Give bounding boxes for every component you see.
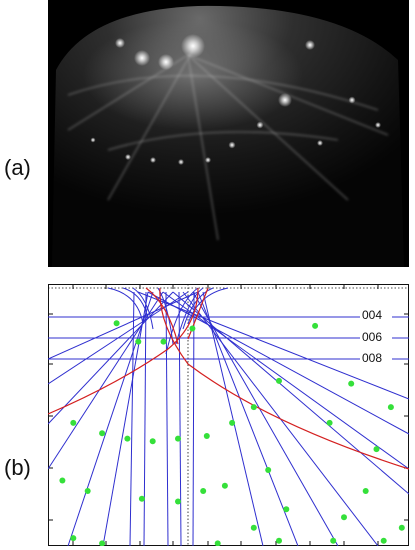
spot [221,482,228,489]
top-arc [182,287,214,330]
spot [99,540,106,546]
spot [135,338,142,345]
spot [99,430,106,437]
spot [59,477,66,484]
kikuchi-lines [48,287,409,546]
top-arc [122,287,149,320]
spot [84,488,91,494]
spot [265,467,272,473]
reflection-label-006: 006 [362,330,382,344]
diagonal-line-left [67,291,154,546]
spot [189,325,196,332]
spot [330,537,337,544]
axis-ticks [48,284,409,546]
spot [283,506,290,513]
diagonal-line-right [137,291,409,400]
red-curve [145,287,179,345]
diagonal-line-left [48,291,189,385]
diagonal-line-left [48,291,199,360]
spot [124,435,131,442]
spot [373,446,380,453]
top-arc [107,287,144,325]
spot [348,380,355,387]
spot [362,488,369,494]
panel-label-b: (b) [4,455,31,480]
spot [312,322,319,329]
vertical-line [165,291,169,546]
spot [387,404,394,411]
spot [149,438,156,445]
spot [160,338,167,345]
reflection-label-008: 008 [362,351,382,365]
diagonal-line-right [197,291,299,546]
spot [70,419,77,426]
red-curve [48,287,199,415]
diagonal-line-left [102,291,149,546]
spot [203,433,210,439]
spot [250,524,257,531]
vertical-line [178,291,182,546]
diffraction-photo [48,0,409,267]
spot [200,488,207,494]
diagonal-line-left [48,291,164,470]
panel-label-a: (a) [4,155,31,180]
top-arc [132,287,154,330]
plot-frame [48,284,409,546]
red-curve [187,287,209,340]
spot [326,419,333,426]
spot [398,524,405,531]
vertical-line [192,291,195,546]
top-arc [175,287,204,345]
diagonal-line-right [202,291,264,546]
spot [70,535,77,542]
spot [250,404,257,411]
simulated-pattern-plot: 004 006 008 [48,284,409,546]
spot-group [59,320,405,546]
spot [113,320,120,327]
plot-canvas: 004 006 008 [48,284,409,546]
reflection-label-004: 004 [362,308,382,322]
spot [229,419,236,426]
spot [276,377,282,384]
spot [276,537,282,544]
red-curve [159,287,409,470]
top-arc [165,287,199,355]
diagonal-line-right [192,291,339,546]
spot [380,537,387,544]
diagonal-line-right [162,291,409,470]
spot [175,435,181,442]
spot [175,498,181,505]
reflection-labels: 004 006 008 [360,308,392,365]
diffraction-photo-image [48,0,409,267]
spot [214,540,221,546]
spot [138,495,145,502]
diagonal-line-left [48,291,174,425]
spot [341,514,347,521]
vertical-line [143,291,147,546]
